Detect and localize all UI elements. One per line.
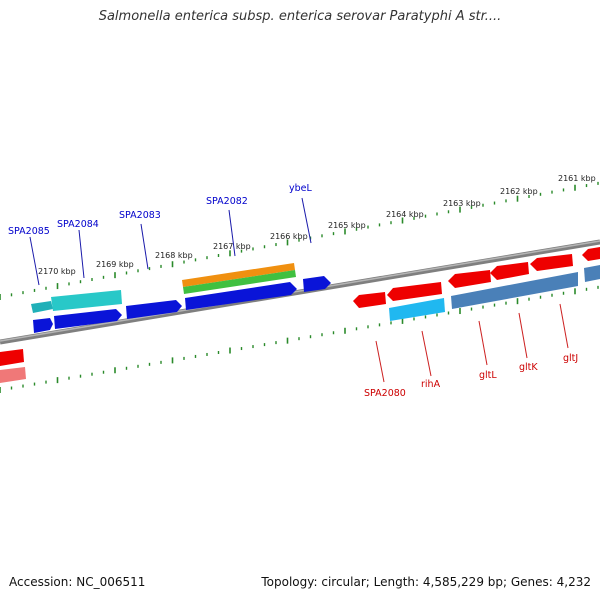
gene-segment[interactable] [353,292,386,308]
gene-segment[interactable] [0,349,24,366]
gene-segment[interactable] [490,262,529,280]
kbp-label: 2162 kbp [500,187,538,196]
reverse-strand-genes [0,247,600,383]
gene-label-spa2083[interactable]: SPA2083 [119,210,161,221]
kbp-label: 2169 kbp [96,260,134,269]
inner-scale-ticks [0,285,599,393]
gene-label-gltl[interactable]: gltL [479,370,497,381]
genome-backbone [0,239,600,345]
gene-segment[interactable] [126,300,182,319]
gene-segment[interactable] [389,298,445,321]
reverse-label-leaders [375,303,569,383]
gene-segment[interactable] [530,254,573,271]
gene-segment[interactable] [182,263,295,287]
gene-label-spa2084[interactable]: SPA2084 [57,219,99,230]
kbp-label: 2163 kbp [443,199,481,208]
kbp-label: 2165 kbp [328,221,366,230]
gene-label-spa2082[interactable]: SPA2082 [206,196,248,207]
gene-segment[interactable] [0,367,26,383]
backbone-highlight [0,240,600,342]
gene-label-gltk[interactable]: gltK [519,362,538,373]
gene-segment[interactable] [183,270,296,294]
gene-segment[interactable] [451,272,578,309]
kbp-label: 2164 kbp [386,210,424,219]
gene-segment[interactable] [31,301,53,313]
gene-label-gltj[interactable]: gltJ [563,353,578,364]
gene-segment[interactable] [448,270,491,288]
gene-label-spa2080[interactable]: SPA2080 [364,388,406,399]
gene-label-ybel[interactable]: ybeL [289,183,312,194]
kbp-label: 2167 kbp [213,242,251,251]
kbp-label: 2170 kbp [38,267,76,276]
map-title: Salmonella enterica subsp. enterica sero… [98,9,502,24]
gene-label-spa2085[interactable]: SPA2085 [8,226,50,237]
forward-strand-genes [31,263,331,333]
gene-segment[interactable] [33,318,53,333]
outer-scale-ticks [0,181,599,300]
gene-segment[interactable] [303,276,331,292]
gene-segment[interactable] [51,290,122,311]
kbp-label: 2166 kbp [270,232,308,241]
gene-label-riha[interactable]: rihA [421,379,441,390]
forward-label-leaders [29,197,312,286]
accession-text: Accession: NC_006511 [9,575,146,589]
gene-segment[interactable] [584,265,600,282]
gene-segment[interactable] [185,282,297,310]
gene-segment[interactable] [387,282,442,301]
kbp-label: 2161 kbp [558,174,596,183]
gene-segment[interactable] [54,309,122,329]
gene-segment[interactable] [582,247,600,261]
topology-text: Topology: circular; Length: 4,585,229 bp… [261,575,591,589]
kbp-label: 2168 kbp [155,251,193,260]
